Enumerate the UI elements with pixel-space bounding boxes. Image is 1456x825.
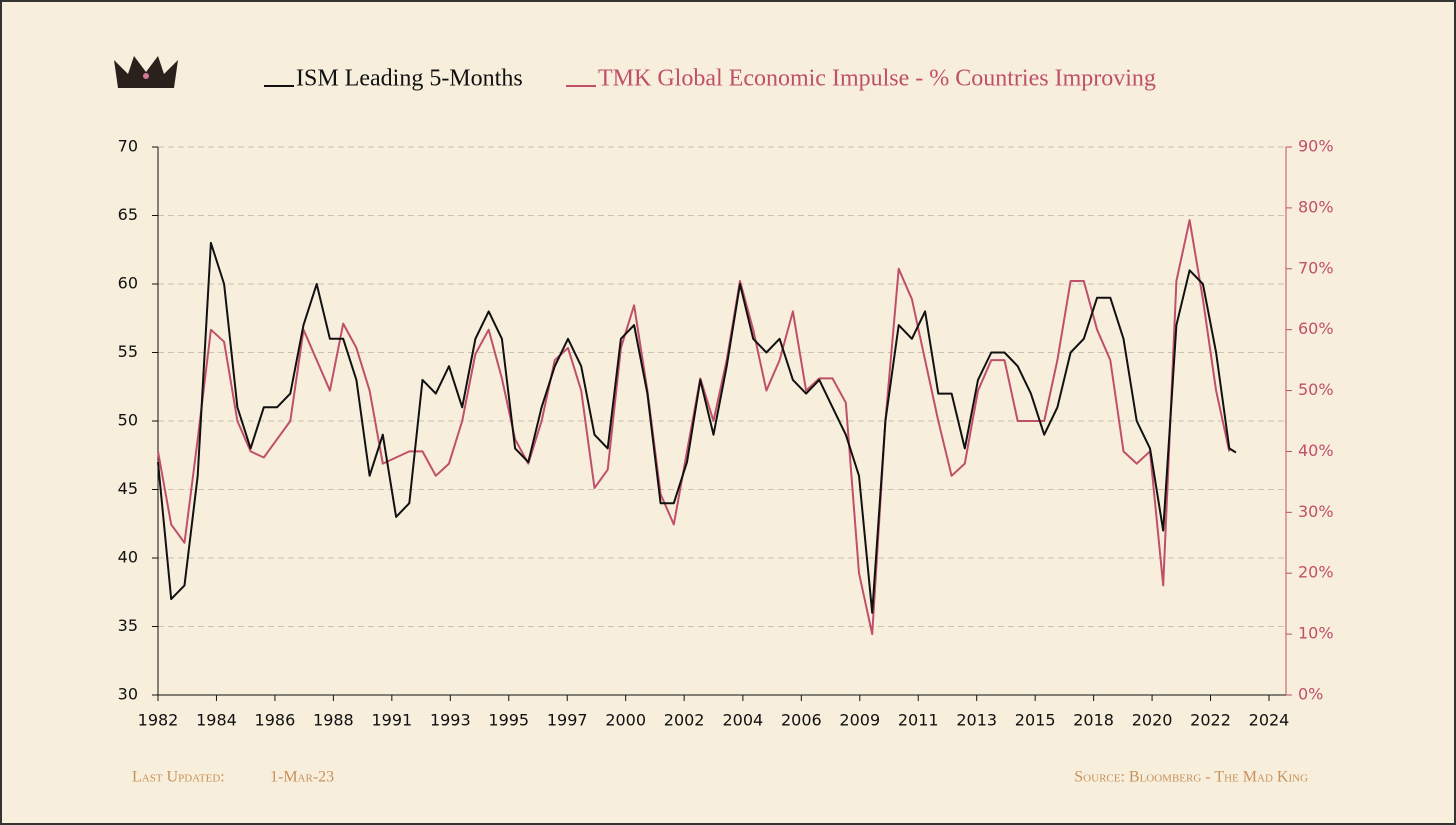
y-tick-label: 70 (118, 137, 138, 156)
x-tick-label: 2006 (781, 711, 822, 730)
x-tick-label: 1995 (488, 711, 529, 730)
x-tick-label: 1993 (430, 711, 471, 730)
x-tick-label: 1986 (255, 711, 296, 730)
x-tick-label: 2004 (723, 711, 764, 730)
footer-source: Source: Bloomberg - The Mad King (1074, 769, 1308, 786)
legend-label: TMK Global Economic Impulse - % Countrie… (598, 66, 1156, 92)
y-tick-label: 65 (118, 205, 138, 224)
y2-tick-label: 80% (1298, 197, 1334, 216)
x-tick-label: 1988 (313, 711, 354, 730)
x-tick-label: 1984 (196, 711, 237, 730)
y2-tick-label: 0% (1298, 685, 1323, 704)
x-tick-label: 2011 (898, 711, 939, 730)
x-tick-label: 2009 (839, 711, 880, 730)
y2-tick-label: 20% (1298, 563, 1334, 582)
y2-tick-label: 50% (1298, 380, 1334, 399)
y-tick-label: 55 (118, 342, 138, 361)
y-tick-label: 40 (118, 548, 138, 567)
x-tick-label: 1982 (138, 711, 179, 730)
y-tick-label: 35 (118, 616, 138, 635)
x-tick-label: 2015 (1015, 711, 1056, 730)
x-tick-label: 2002 (664, 711, 705, 730)
y2-tick-label: 30% (1298, 502, 1334, 521)
x-tick-label: 2022 (1190, 711, 1231, 730)
y-tick-label: 50 (118, 411, 138, 430)
y2-tick-label: 70% (1298, 258, 1334, 277)
x-tick-label: 1997 (547, 711, 588, 730)
footer-date: 1-Mar-23 (270, 769, 334, 786)
crown-logo (114, 56, 178, 88)
footer-label: Last Updated: (132, 769, 225, 786)
x-tick-label: 2024 (1249, 711, 1290, 730)
x-tick-label: 1991 (371, 711, 412, 730)
x-tick-label: 2018 (1073, 711, 1114, 730)
x-tick-label: 2020 (1132, 711, 1173, 730)
y2-tick-label: 90% (1298, 137, 1334, 156)
y-tick-label: 45 (118, 479, 138, 498)
legend-label: ISM Leading 5-Months (296, 66, 523, 92)
y-tick-label: 30 (118, 685, 138, 704)
x-tick-label: 2000 (605, 711, 646, 730)
y-tick-label: 60 (118, 274, 138, 293)
y2-tick-label: 60% (1298, 319, 1334, 338)
y2-tick-label: 40% (1298, 441, 1334, 460)
series-line (157, 241, 1237, 614)
x-tick-label: 2013 (956, 711, 997, 730)
y2-tick-label: 10% (1298, 624, 1334, 643)
